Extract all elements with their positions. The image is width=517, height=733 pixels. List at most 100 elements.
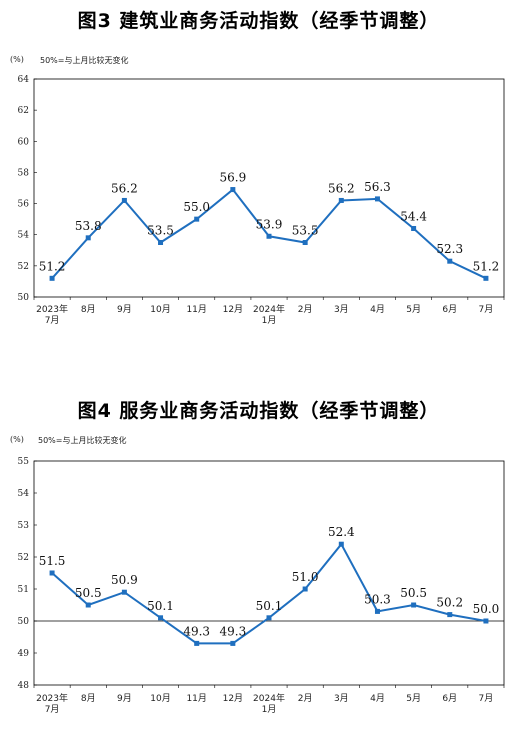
data-label: 51.2	[39, 259, 66, 273]
x-tick-label: 4月	[370, 304, 385, 315]
data-point	[266, 233, 272, 239]
data-label: 55.0	[183, 200, 210, 214]
x-tick-label: 11月	[186, 304, 206, 315]
y-tick-label: 48	[18, 681, 30, 691]
plot-frame	[33, 78, 505, 298]
data-point	[230, 187, 236, 193]
data-label: 53.8	[75, 219, 102, 233]
data-label: 50.2	[436, 596, 463, 610]
data-label: 50.3	[364, 592, 391, 606]
data-label: 56.2	[111, 181, 138, 195]
data-label: 53.5	[147, 224, 174, 238]
data-point	[194, 640, 200, 646]
x-tick-label: 12月	[223, 693, 243, 704]
data-point	[411, 225, 417, 231]
data-point	[158, 615, 164, 621]
data-point	[121, 197, 127, 203]
y-tick-label: 58	[18, 168, 30, 178]
x-tick-label: 6月	[442, 693, 457, 704]
y-tick-label: 54	[18, 489, 30, 499]
data-point	[85, 602, 91, 608]
y-tick-label: 52	[18, 553, 29, 563]
x-tick-label: 2024年 1月	[253, 303, 285, 326]
y-tick-label: 55	[18, 457, 30, 467]
data-label: 49.3	[219, 624, 246, 638]
data-label: 50.5	[75, 586, 102, 600]
data-point	[302, 240, 308, 245]
data-label: 52.4	[328, 525, 355, 539]
y-unit-label: (%)	[10, 435, 24, 444]
chart-title-services: 图4 服务业商务活动指数（经季节调整）	[77, 400, 440, 422]
data-label: 52.3	[436, 242, 463, 256]
x-tick-label: 2023年 7月	[36, 303, 68, 326]
x-tick-label: 11月	[186, 693, 206, 704]
data-label: 56.9	[219, 171, 246, 185]
x-tick-label: 3月	[334, 693, 349, 704]
data-point	[194, 216, 200, 222]
data-label: 53.9	[256, 217, 283, 231]
chart-title-construction: 图3 建筑业商务活动指数（经季节调整）	[77, 10, 440, 32]
data-label: 54.4	[400, 209, 427, 223]
y-tick-label: 51	[18, 585, 29, 595]
data-label: 56.2	[328, 181, 355, 195]
x-tick-label: 2023年 7月	[36, 692, 68, 715]
y-tick-label: 62	[18, 106, 29, 116]
x-tick-label: 6月	[442, 304, 457, 315]
x-tick-label: 2月	[298, 693, 313, 704]
data-point	[158, 240, 164, 245]
y-tick-label: 52	[18, 262, 29, 272]
x-tick-label: 10月	[150, 693, 170, 704]
data-point	[447, 258, 453, 264]
data-label: 56.3	[364, 180, 391, 194]
x-tick-label: 7月	[479, 693, 494, 704]
x-tick-label: 5月	[406, 693, 421, 704]
data-label: 53.5	[292, 224, 319, 238]
data-label: 51.5	[39, 554, 66, 568]
data-point	[338, 541, 344, 547]
y-tick-label: 56	[18, 200, 30, 210]
x-tick-label: 9月	[117, 304, 132, 315]
data-point	[411, 602, 417, 608]
x-tick-label: 8月	[81, 304, 96, 315]
data-point	[85, 235, 91, 241]
x-tick-label: 3月	[334, 304, 349, 315]
data-point	[266, 615, 272, 621]
data-label: 49.3	[183, 624, 210, 638]
data-point	[302, 586, 308, 592]
chart-1: (%) 50%=与上月比较无变化 50 52 54 56 58 60 62 64 2023年 7月 8月…	[10, 55, 505, 326]
data-point	[374, 196, 380, 202]
x-tick-label: 2024年 1月	[253, 692, 285, 715]
data-point	[447, 612, 453, 618]
data-label: 50.1	[256, 599, 283, 613]
x-tick-label: 12月	[223, 304, 243, 315]
data-label: 50.9	[111, 573, 138, 587]
data-point	[483, 618, 489, 624]
baseline-note: 50%=与上月比较无变化	[40, 55, 128, 65]
x-tick-label: 10月	[150, 304, 170, 315]
y-tick-label: 49	[18, 649, 30, 659]
data-label: 50.1	[147, 599, 174, 613]
y-tick-label: 53	[18, 521, 30, 531]
data-point	[49, 275, 55, 281]
data-label: 51.0	[292, 570, 319, 584]
x-tick-label: 4月	[370, 693, 385, 704]
plot-frame	[33, 460, 505, 686]
y-tick-label: 50	[18, 293, 30, 303]
data-point	[49, 570, 55, 576]
data-point	[230, 640, 236, 646]
y-tick-label: 60	[18, 137, 30, 147]
data-point	[374, 608, 380, 614]
y-tick-label: 54	[18, 231, 30, 241]
data-label: 50.0	[473, 602, 500, 616]
chart-2: (%) 50%=与上月比较无变化 48 49 50 51 52 53 54 55 2023年 7月 8月…	[10, 435, 505, 715]
data-label: 50.5	[400, 586, 427, 600]
baseline-note: 50%=与上月比较无变化	[38, 435, 126, 445]
data-point	[338, 197, 344, 203]
data-point	[483, 275, 489, 281]
x-tick-label: 2月	[298, 304, 313, 315]
data-label: 51.2	[473, 259, 500, 273]
x-tick-label: 9月	[117, 693, 132, 704]
x-tick-label: 5月	[406, 304, 421, 315]
y-unit-label: (%)	[10, 55, 24, 64]
